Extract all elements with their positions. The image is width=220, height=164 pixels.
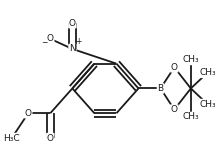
Text: O: O (47, 133, 54, 143)
Text: CH₃: CH₃ (199, 68, 216, 77)
Text: O: O (171, 63, 178, 72)
Text: CH₃: CH₃ (183, 112, 199, 121)
Text: O: O (69, 19, 76, 28)
Text: N: N (69, 44, 76, 53)
Text: B: B (158, 84, 164, 93)
Text: CH₃: CH₃ (183, 55, 199, 64)
Text: O: O (47, 34, 54, 43)
Text: −: − (41, 38, 47, 47)
Text: H₃C: H₃C (3, 133, 20, 143)
Text: O: O (25, 109, 32, 118)
Text: +: + (76, 37, 82, 46)
Text: O: O (171, 105, 178, 114)
Text: CH₃: CH₃ (199, 100, 216, 109)
